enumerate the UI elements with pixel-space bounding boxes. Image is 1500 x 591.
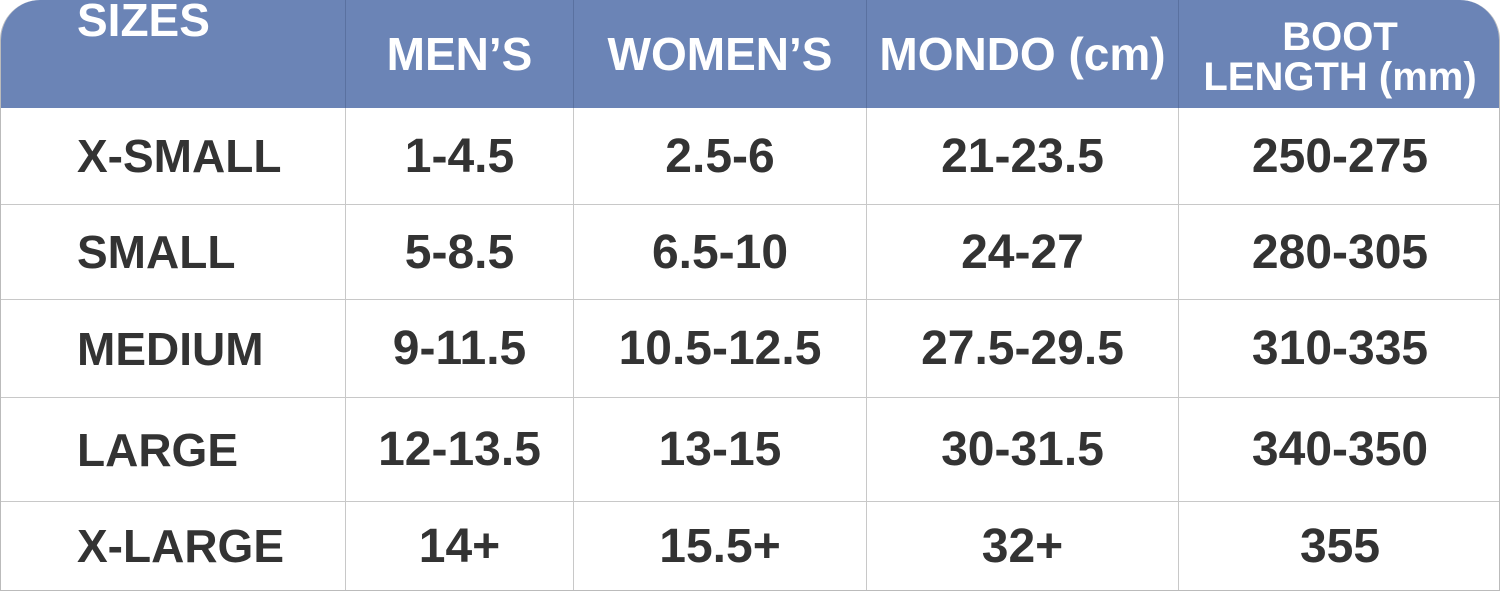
size-label: SMALL (1, 205, 346, 300)
size-value: 5-8.5 (346, 205, 574, 300)
size-label: MEDIUM (1, 300, 346, 398)
size-label: LARGE (1, 398, 346, 502)
header-line: BOOT (1282, 15, 1398, 59)
size-label: X-LARGE (1, 502, 346, 590)
size-value: 15.5+ (574, 502, 867, 590)
size-value: 1-4.5 (346, 108, 574, 205)
size-value: 2.5-6 (574, 108, 867, 205)
size-value: 24-27 (867, 205, 1179, 300)
size-value: 340-350 (1179, 398, 1499, 502)
size-value: 250-275 (1179, 108, 1499, 205)
size-value: 30-31.5 (867, 398, 1179, 502)
size-value: 310-335 (1179, 300, 1499, 398)
header-line: LENGTH (mm) (1203, 55, 1477, 99)
size-value: 32+ (867, 502, 1179, 590)
size-value: 14+ (346, 502, 574, 590)
size-value: 280-305 (1179, 205, 1499, 300)
header-cell: BOOT LENGTH (mm) (1179, 0, 1499, 108)
size-value: 9-11.5 (346, 300, 574, 398)
header-cell: MEN’S (346, 0, 574, 108)
size-value: 27.5-29.5 (867, 300, 1179, 398)
header-cell: WOMEN’S (574, 0, 867, 108)
size-value: 13-15 (574, 398, 867, 502)
header-cell: MONDO (cm) (867, 0, 1179, 108)
size-value: 10.5-12.5 (574, 300, 867, 398)
size-label: X-SMALL (1, 108, 346, 205)
size-value: 355 (1179, 502, 1499, 590)
header-cell: SIZES (1, 0, 346, 108)
size-value: 12-13.5 (346, 398, 574, 502)
size-value: 6.5-10 (574, 205, 867, 300)
size-value: 21-23.5 (867, 108, 1179, 205)
